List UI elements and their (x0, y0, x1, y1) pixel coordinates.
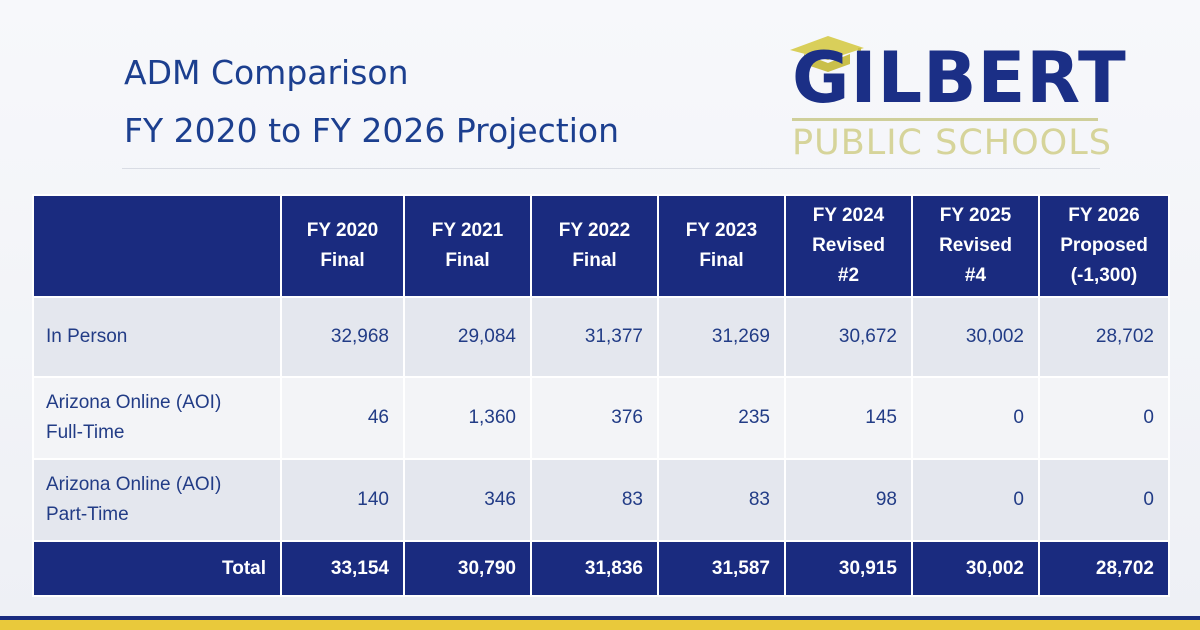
total-label: Total (32, 540, 282, 597)
table-cell: 83 (657, 458, 786, 542)
table-cell: 31,377 (530, 296, 659, 378)
logo-divider (792, 118, 1098, 121)
row-label: Arizona Online (AOI) Part-Time (32, 458, 282, 542)
graduation-cap-icon (790, 36, 864, 72)
table-cell: 46 (280, 376, 405, 460)
total-cell: 28,702 (1038, 540, 1170, 597)
column-header: FY 2026 Proposed (-1,300) (1038, 194, 1170, 298)
table-cell: 0 (911, 458, 1040, 542)
column-header: FY 2022 Final (530, 194, 659, 298)
table-cell: 0 (1038, 458, 1170, 542)
title-divider (122, 168, 1100, 169)
row-label: Arizona Online (AOI) Full-Time (32, 376, 282, 460)
column-header: FY 2023 Final (657, 194, 786, 298)
bottom-border-gold (0, 620, 1200, 630)
bottom-border-navy (0, 616, 1200, 620)
table-cell: 32,968 (280, 296, 405, 378)
table-cell: 98 (784, 458, 913, 542)
row-label: In Person (32, 296, 282, 378)
column-header: FY 2020 Final (280, 194, 405, 298)
table-cell: 346 (403, 458, 532, 542)
total-row: Total 33,154 30,790 31,836 31,587 30,915… (32, 540, 1170, 597)
table-header-row: FY 2020 Final FY 2021 Final FY 2022 Final F… (32, 194, 1170, 298)
column-header: FY 2025 Revised #4 (911, 194, 1040, 298)
adm-table: FY 2020 Final FY 2021 Final FY 2022 Final F… (32, 194, 1170, 597)
table-cell: 31,269 (657, 296, 786, 378)
logo-name: GILBERT (792, 37, 1127, 119)
logo-subtitle: PUBLIC SCHOOLS (792, 123, 1112, 163)
table-cell: 29,084 (403, 296, 532, 378)
table-cell: 0 (1038, 376, 1170, 460)
table-cell: 145 (784, 376, 913, 460)
column-header: FY 2021 Final (403, 194, 532, 298)
slide-title: ADM Comparison FY 2020 to FY 2026 Projec… (124, 44, 619, 160)
total-cell: 30,790 (403, 540, 532, 597)
table-cell: 0 (911, 376, 1040, 460)
total-cell: 31,836 (530, 540, 659, 597)
title-line-2: FY 2020 to FY 2026 Projection (124, 111, 619, 150)
table-cell: 1,360 (403, 376, 532, 460)
total-cell: 31,587 (657, 540, 786, 597)
total-cell: 30,915 (784, 540, 913, 597)
table-cell: 30,002 (911, 296, 1040, 378)
total-cell: 30,002 (911, 540, 1040, 597)
table-cell: 83 (530, 458, 659, 542)
column-header: FY 2024 Revised #2 (784, 194, 913, 298)
table-cell: 28,702 (1038, 296, 1170, 378)
gilbert-logo: GILBERT PUBLIC SCHOOLS (788, 22, 1126, 163)
table-cell: 235 (657, 376, 786, 460)
table-row: Arizona Online (AOI) Part-Time 140 346 8… (32, 458, 1170, 542)
table-cell: 30,672 (784, 296, 913, 378)
table-cell: 140 (280, 458, 405, 542)
table-row: Arizona Online (AOI) Full-Time 46 1,360 … (32, 376, 1170, 460)
title-line-1: ADM Comparison (124, 53, 409, 92)
table-row: In Person 32,968 29,084 31,377 31,269 30… (32, 296, 1170, 378)
total-cell: 33,154 (280, 540, 405, 597)
header-corner (32, 194, 282, 298)
table-cell: 376 (530, 376, 659, 460)
